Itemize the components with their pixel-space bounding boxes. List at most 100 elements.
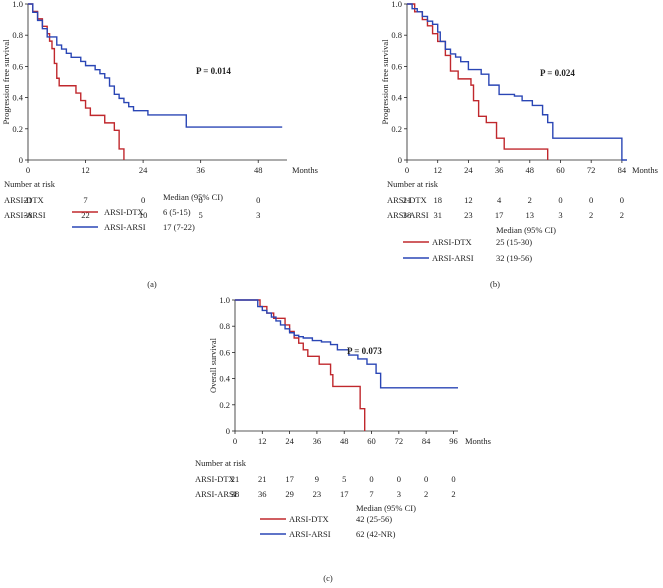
y-tick-label: 0.8 xyxy=(12,30,23,40)
y-tick-label: 0.8 xyxy=(391,30,402,40)
risk-count: 7 xyxy=(83,195,87,205)
risk-row-label: ARSI-ARSI xyxy=(387,210,429,220)
y-tick-label: 1.0 xyxy=(12,0,23,9)
x-tick-label: 0 xyxy=(26,165,30,175)
km-curve-arsi-arsi xyxy=(28,3,283,128)
y-tick-label: 0.2 xyxy=(219,400,230,410)
risk-count: 4 xyxy=(497,195,502,205)
risk-count: 3 xyxy=(558,210,562,220)
risk-count: 10 xyxy=(139,210,148,220)
km-curve-arsi-dtx xyxy=(407,3,549,160)
y-tick-label: 0 xyxy=(398,155,402,165)
legend-series-name: ARSI-ARSI xyxy=(104,222,146,232)
risk-table-title: Number at risk xyxy=(4,179,56,189)
x-tick-label: 24 xyxy=(139,165,148,175)
panel-label: (b) xyxy=(490,279,500,289)
x-axis-label: Months xyxy=(465,436,491,446)
risk-count: 21 xyxy=(258,474,267,484)
risk-row-label: ARSI-DTX xyxy=(387,195,427,205)
x-tick-label: 72 xyxy=(587,165,596,175)
legend-median: 17 (7-22) xyxy=(163,222,195,232)
risk-count: 2 xyxy=(589,210,593,220)
risk-row-label: ARSI-ARSI xyxy=(195,489,237,499)
x-tick-label: 0 xyxy=(233,436,237,446)
x-tick-label: 24 xyxy=(285,436,294,446)
risk-count: 0 xyxy=(141,195,145,205)
y-tick-label: 0 xyxy=(19,155,23,165)
risk-count: 0 xyxy=(397,474,401,484)
x-tick-label: 84 xyxy=(618,165,627,175)
x-tick-label: 36 xyxy=(495,165,504,175)
legend-series-name: ARSI-ARSI xyxy=(289,529,331,539)
x-tick-label: 48 xyxy=(254,165,263,175)
risk-count: 0 xyxy=(558,195,562,205)
y-tick-label: 0.8 xyxy=(219,321,230,331)
risk-count: 21 xyxy=(403,195,412,205)
panel-label: (a) xyxy=(147,279,157,289)
legend-series-name: ARSI-DTX xyxy=(289,514,329,524)
x-tick-label: 36 xyxy=(196,165,205,175)
risk-count: 18 xyxy=(433,195,442,205)
x-tick-label: 12 xyxy=(433,165,442,175)
y-tick-label: 0.6 xyxy=(12,61,23,71)
p-value: P = 0.024 xyxy=(540,68,575,78)
risk-table-title: Number at risk xyxy=(195,458,247,468)
risk-count: 21 xyxy=(24,195,33,205)
x-tick-label: 0 xyxy=(405,165,409,175)
risk-count: 0 xyxy=(589,195,593,205)
risk-count: 3 xyxy=(256,210,260,220)
risk-row-label: ARSI-ARSI xyxy=(4,210,46,220)
km-curve-arsi-dtx xyxy=(235,299,366,431)
x-tick-label: 84 xyxy=(422,436,431,446)
risk-table-title: Number at risk xyxy=(387,179,439,189)
risk-count: 38 xyxy=(403,210,412,220)
p-value: P = 0.014 xyxy=(196,66,231,76)
risk-count: 23 xyxy=(313,489,322,499)
risk-count: 0 xyxy=(620,195,624,205)
risk-count: 17 xyxy=(285,474,294,484)
risk-count: 0 xyxy=(199,195,203,205)
risk-count: 29 xyxy=(285,489,294,499)
risk-count: 38 xyxy=(24,210,33,220)
risk-count: 21 xyxy=(231,474,240,484)
risk-count: 2 xyxy=(620,210,624,220)
y-tick-label: 0.6 xyxy=(391,61,402,71)
x-tick-label: 12 xyxy=(81,165,90,175)
risk-count: 23 xyxy=(464,210,473,220)
x-tick-label: 96 xyxy=(449,436,458,446)
p-value: P = 0.073 xyxy=(347,346,382,356)
y-axis-label: Progression free survival xyxy=(380,39,390,125)
x-tick-label: 48 xyxy=(526,165,535,175)
x-tick-label: 48 xyxy=(340,436,349,446)
legend-median: 25 (15-30) xyxy=(496,237,532,247)
legend-header: Median (95% CI) xyxy=(356,503,416,513)
legend-series-name: ARSI-DTX xyxy=(432,237,472,247)
x-axis-label: Months xyxy=(632,165,658,175)
panel-a: 0 12 24 36 48 Months 0 0.2 0.4 0.6 0.8 1.0 Progressi… xyxy=(1,0,318,289)
y-tick-label: 0.4 xyxy=(219,374,230,384)
legend-header: Median (95% CI) xyxy=(163,192,223,202)
km-curve-arsi-arsi xyxy=(407,3,627,161)
risk-count: 2 xyxy=(424,489,428,499)
y-tick-label: 0 xyxy=(226,426,230,436)
risk-count: 0 xyxy=(451,474,455,484)
panel-b: 0 12 24 36 48 60 72 84 Months00.20.40.60.81.0Pro… xyxy=(380,0,658,289)
legend-median: 42 (25-56) xyxy=(356,514,392,524)
legend-series-name: ARSI-DTX xyxy=(104,207,144,217)
x-tick-label: 12 xyxy=(258,436,267,446)
risk-count: 7 xyxy=(369,489,373,499)
risk-count: 31 xyxy=(433,210,442,220)
y-axis-label: Overall survival xyxy=(208,337,218,393)
x-axis-label: Months xyxy=(292,165,318,175)
legend-series-name: ARSI-ARSI xyxy=(432,253,474,263)
y-tick-label: 0.4 xyxy=(12,93,23,103)
risk-count: 22 xyxy=(81,210,90,220)
y-tick-label: 0.2 xyxy=(12,124,23,134)
y-tick-label: 0.6 xyxy=(219,347,230,357)
risk-count: 3 xyxy=(397,489,401,499)
y-tick-label: 1.0 xyxy=(219,295,230,305)
km-curve-arsi-arsi xyxy=(235,299,458,389)
risk-row-label: ARSI-DTX xyxy=(195,474,235,484)
risk-count: 9 xyxy=(315,474,319,484)
panel-c: 0 12 24 36 48 60 72 84 96 Months00.20.40.60.81.0O… xyxy=(195,295,491,583)
